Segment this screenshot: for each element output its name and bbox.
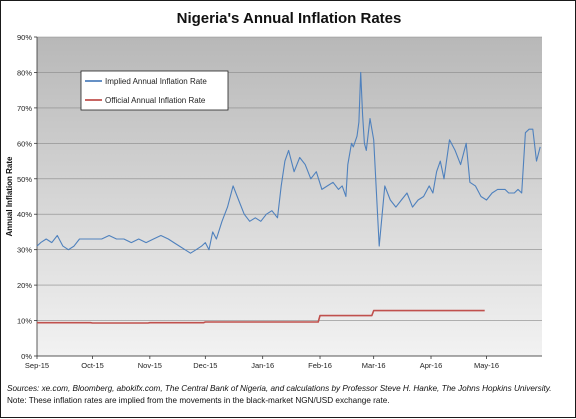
x-tick-label: Nov-15	[138, 361, 162, 370]
series-line-implied	[36, 71, 541, 254]
x-tick-label: Feb-16	[308, 361, 332, 370]
chart-notes: Sources: xe.com, Bloomberg, abokifx.com,…	[7, 383, 573, 407]
y-tick-label: 80%	[17, 68, 32, 77]
x-tick-label: Dec-15	[193, 361, 217, 370]
y-tick-label: 50%	[17, 175, 32, 184]
series-line-official	[37, 309, 485, 324]
y-tick-label: 40%	[17, 210, 32, 219]
y-axis-title: Annual Inflation Rate	[5, 156, 14, 237]
x-axis: Sep-15 Oct-15 Nov-15 Dec-15 Jan-16 Feb-16 Mar-…	[25, 355, 542, 370]
y-tick-label: 70%	[17, 104, 32, 113]
method-note: Note: These inflation rates are implied …	[7, 396, 390, 405]
y-tick-label: 10%	[17, 317, 32, 326]
legend-box	[80, 70, 229, 111]
y-tick-label: 90%	[17, 33, 32, 42]
series-lines	[36, 71, 541, 324]
y-tick-label: 60%	[17, 139, 32, 148]
y-tick-label: 30%	[17, 246, 32, 255]
x-tick-label: Mar-16	[362, 361, 386, 370]
x-tick-label: Oct-15	[81, 361, 104, 370]
y-tick-label: 20%	[17, 281, 32, 290]
y-tick-label: 0%	[21, 352, 32, 361]
x-tick-label: Apr-16	[420, 361, 443, 370]
x-tick-label: May-16	[474, 361, 499, 370]
chart-title: Nigeria's Annual Inflation Rates	[177, 10, 402, 27]
x-tick-label: Sep-15	[25, 361, 49, 370]
sources-note: Sources: xe.com, Bloomberg, abokifx.com,…	[7, 384, 552, 393]
legend: Implied Annual Inflation Rate Official A…	[80, 70, 229, 111]
y-axis: 0% 10% 20% 30% 40% 50% 60% 70% 80% 90%	[17, 33, 38, 361]
legend-label-official: Official Annual Inflation Rate	[105, 96, 206, 105]
x-tick-label: Jan-16	[251, 361, 274, 370]
legend-label-implied: Implied Annual Inflation Rate	[105, 77, 207, 86]
